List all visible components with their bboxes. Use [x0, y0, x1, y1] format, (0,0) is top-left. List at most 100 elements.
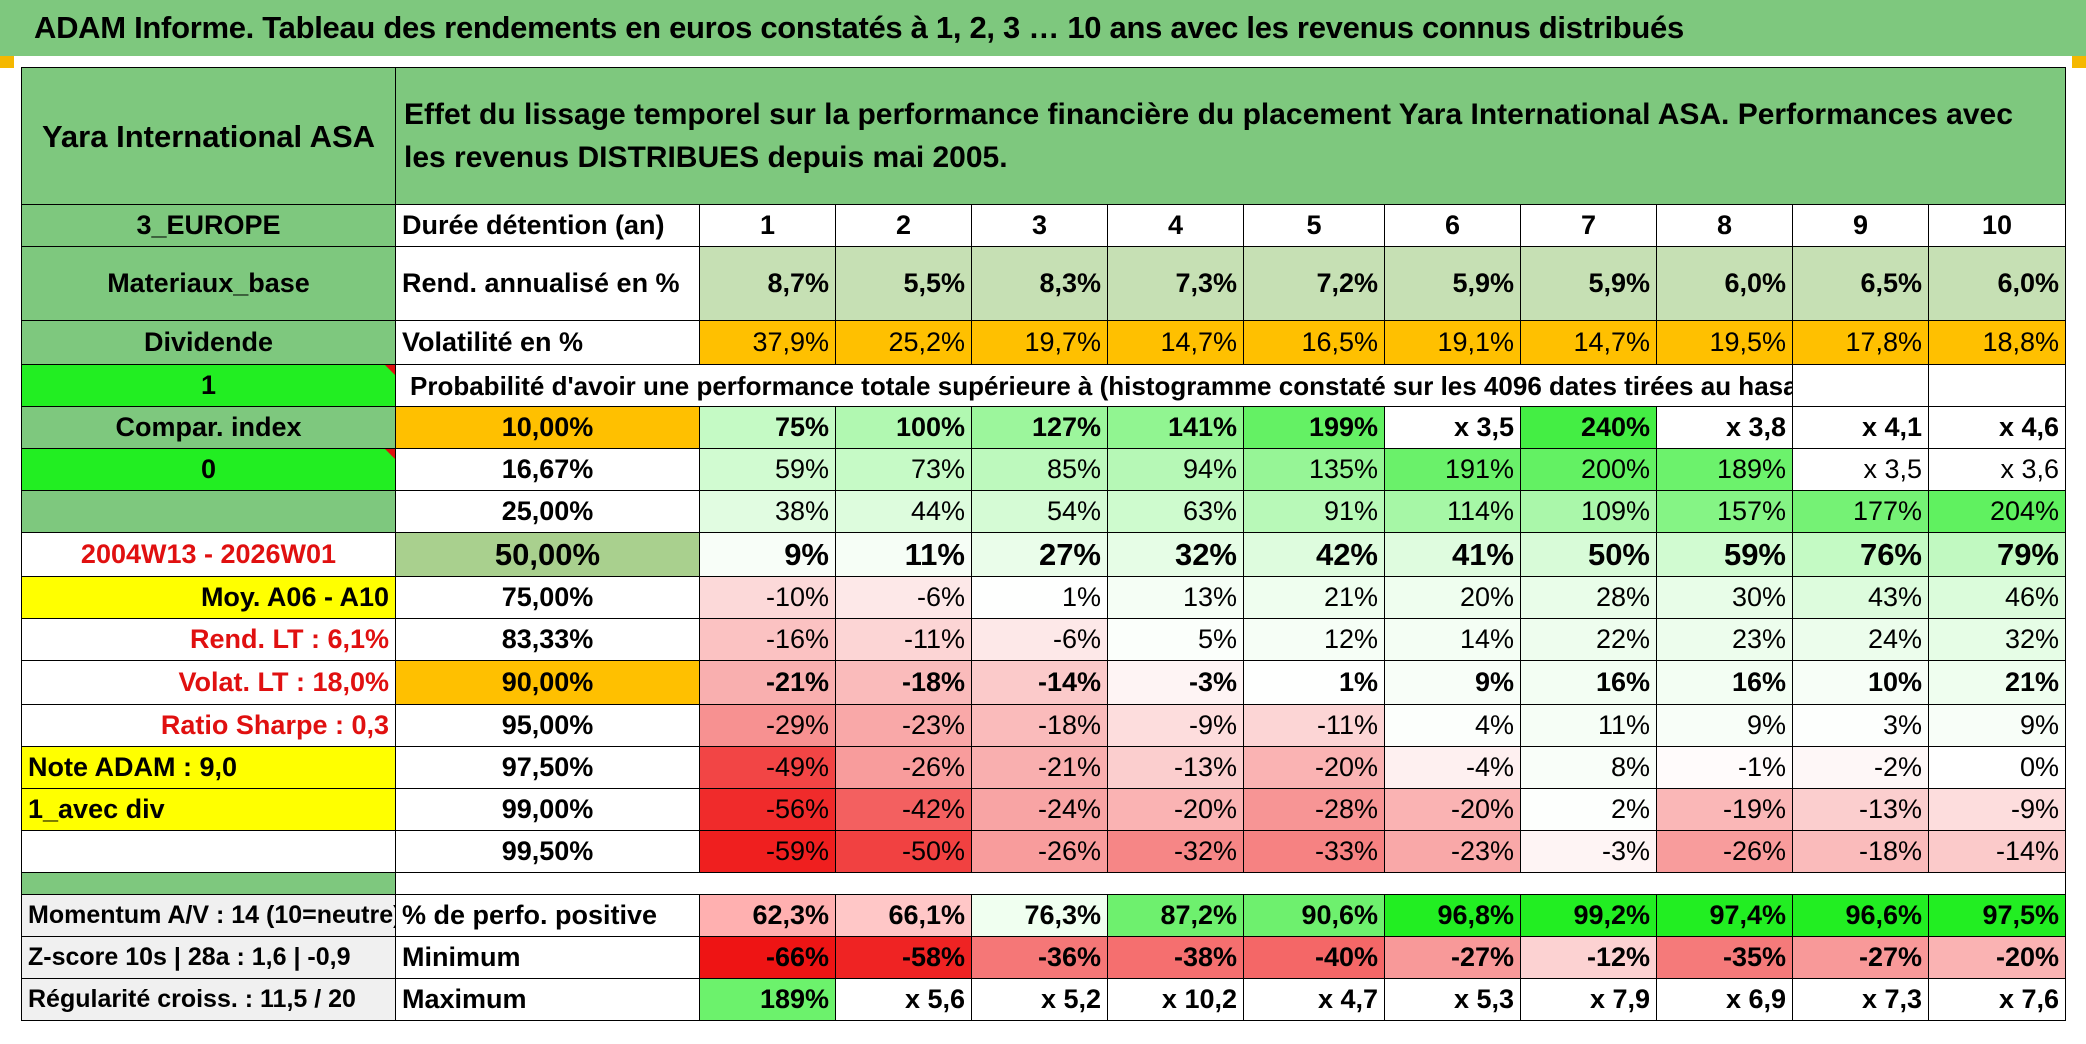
year-header: 4 — [1107, 204, 1244, 247]
prob-cell: -23% — [835, 704, 972, 747]
pos-cell: 96,8% — [1384, 894, 1521, 937]
report-title: ADAM Informe. Tableau des rendements en … — [0, 0, 2086, 56]
max-cell: x 7,6 — [1928, 978, 2066, 1021]
empty-cell — [1928, 364, 2066, 407]
prob-cell: 42% — [1243, 532, 1385, 577]
prob-row: Moy. A06 - A10 75,00% -10% -6% 1% 13% 21% 20% 28… — [21, 576, 2066, 619]
prob-cell: 21% — [1243, 576, 1385, 619]
prob-row: 25,00% 38% 44% 54% 63% 91% 114% 109% 157% 177% 204… — [21, 490, 2066, 533]
year-header: 2 — [835, 204, 972, 247]
prob-cell: 200% — [1520, 448, 1657, 491]
vol-cell: 16,5% — [1243, 320, 1385, 365]
min-cell: -27% — [1792, 936, 1929, 979]
sharpe-label: Ratio Sharpe : 0,3 — [21, 704, 396, 747]
rend-label: Rend. annualisé en % — [395, 246, 700, 321]
prob-cell: -2% — [1792, 746, 1929, 789]
pos-cell: 87,2% — [1107, 894, 1244, 937]
min-label: Minimum — [395, 936, 700, 979]
prob-cell: -19% — [1656, 788, 1793, 831]
vol-cell: 14,7% — [1520, 320, 1657, 365]
prob-cell: -26% — [971, 830, 1108, 873]
min-cell: -20% — [1928, 936, 2066, 979]
prob-cell: 46% — [1928, 576, 2066, 619]
performance-table: Yara International ASA Effet du lissage … — [21, 67, 2066, 1021]
prob-cell: 32% — [1107, 532, 1244, 577]
year-header: 9 — [1792, 204, 1929, 247]
prob-cell: -28% — [1243, 788, 1385, 831]
prob-cell: 14% — [1384, 618, 1521, 661]
prob-cell: 10% — [1792, 660, 1929, 705]
prob-threshold: 97,50% — [395, 746, 700, 789]
max-cell: x 10,2 — [1107, 978, 1244, 1021]
prob-cell: 23% — [1656, 618, 1793, 661]
prob-cell: -3% — [1107, 660, 1244, 705]
prob-cell: -13% — [1107, 746, 1244, 789]
gap-cell — [21, 872, 396, 895]
prob-cell: -49% — [699, 746, 836, 789]
pos-cell: 99,2% — [1520, 894, 1657, 937]
prob-cell: -26% — [835, 746, 972, 789]
prob-cell: -42% — [835, 788, 972, 831]
min-cell: -66% — [699, 936, 836, 979]
max-cell: 189% — [699, 978, 836, 1021]
max-cell: x 7,9 — [1520, 978, 1657, 1021]
pos-cell: 76,3% — [971, 894, 1108, 937]
prob-cell: 191% — [1384, 448, 1521, 491]
min-cell: -12% — [1520, 936, 1657, 979]
prob-cell: 27% — [971, 532, 1108, 577]
pos-cell: 96,6% — [1792, 894, 1929, 937]
pos-row: Momentum A/V : 14 (10=neutre)% de perfo.… — [21, 894, 2066, 937]
prob-row: 99,50% -59% -50% -26% -32% -33% -23% -3% -26% -18… — [21, 830, 2066, 873]
region-label: 3_EUROPE — [21, 204, 396, 247]
rend-cell: 5,5% — [835, 246, 972, 321]
prob-row: Note ADAM : 9,0 97,50% -49% -26% -21% -13% -20… — [21, 746, 2066, 789]
prob-cell: 16% — [1520, 660, 1657, 705]
prob-threshold: 99,00% — [395, 788, 700, 831]
rend-cell: 5,9% — [1520, 246, 1657, 321]
prob-row: Volat. LT : 18,0% 90,00% -21% -18% -14% -3% 1%… — [21, 660, 2066, 705]
prob-cell: -3% — [1520, 830, 1657, 873]
rend-cell: 7,2% — [1243, 246, 1385, 321]
prob-cell: 204% — [1928, 490, 2066, 533]
prob-cell: -20% — [1384, 788, 1521, 831]
prob-cell: -21% — [699, 660, 836, 705]
prob-cell: 43% — [1792, 576, 1929, 619]
prob-cell: 30% — [1656, 576, 1793, 619]
prob-threshold: 95,00% — [395, 704, 700, 747]
period-label: 2004W13 - 2026W01 — [21, 532, 396, 577]
prob-threshold: 90,00% — [395, 660, 700, 705]
corner-marker — [2072, 56, 2086, 68]
max-row: Régularité croiss. : 11,5 / 20 Maximum 189… — [21, 978, 2066, 1021]
prob-cell: 73% — [835, 448, 972, 491]
prob-cell: -23% — [1384, 830, 1521, 873]
prob-cell: x 3,8 — [1656, 406, 1793, 449]
prob-cell: 1% — [1243, 660, 1385, 705]
max-cell: x 5,3 — [1384, 978, 1521, 1021]
rend-cell: 8,3% — [971, 246, 1108, 321]
prob-threshold: 16,67% — [395, 448, 700, 491]
prob-cell: -9% — [1107, 704, 1244, 747]
prob-cell: 91% — [1243, 490, 1385, 533]
prob-cell: 157% — [1656, 490, 1793, 533]
vol-cell: 17,8% — [1792, 320, 1929, 365]
prob-cell: -24% — [971, 788, 1108, 831]
prob-cell: 22% — [1520, 618, 1657, 661]
prob-cell: 177% — [1792, 490, 1929, 533]
prob-cell: 41% — [1384, 532, 1521, 577]
prob-threshold: 75,00% — [395, 576, 700, 619]
prob-cell: 141% — [1107, 406, 1244, 449]
rend-cell: 6,5% — [1792, 246, 1929, 321]
prob-cell: -9% — [1928, 788, 2066, 831]
prob-cell: -10% — [699, 576, 836, 619]
year-header: 1 — [699, 204, 836, 247]
prob-cell: -1% — [1656, 746, 1793, 789]
max-left-label: Régularité croiss. : 11,5 / 20 — [21, 978, 396, 1021]
prob-cell: 94% — [1107, 448, 1244, 491]
prob-cell: -20% — [1107, 788, 1244, 831]
vol-cell: 19,1% — [1384, 320, 1521, 365]
prob-cell: -21% — [971, 746, 1108, 789]
vol-cell: 25,2% — [835, 320, 972, 365]
rend-cell: 5,9% — [1384, 246, 1521, 321]
vol-label: Volatilité en % — [395, 320, 700, 365]
rend-cell: 7,3% — [1107, 246, 1244, 321]
